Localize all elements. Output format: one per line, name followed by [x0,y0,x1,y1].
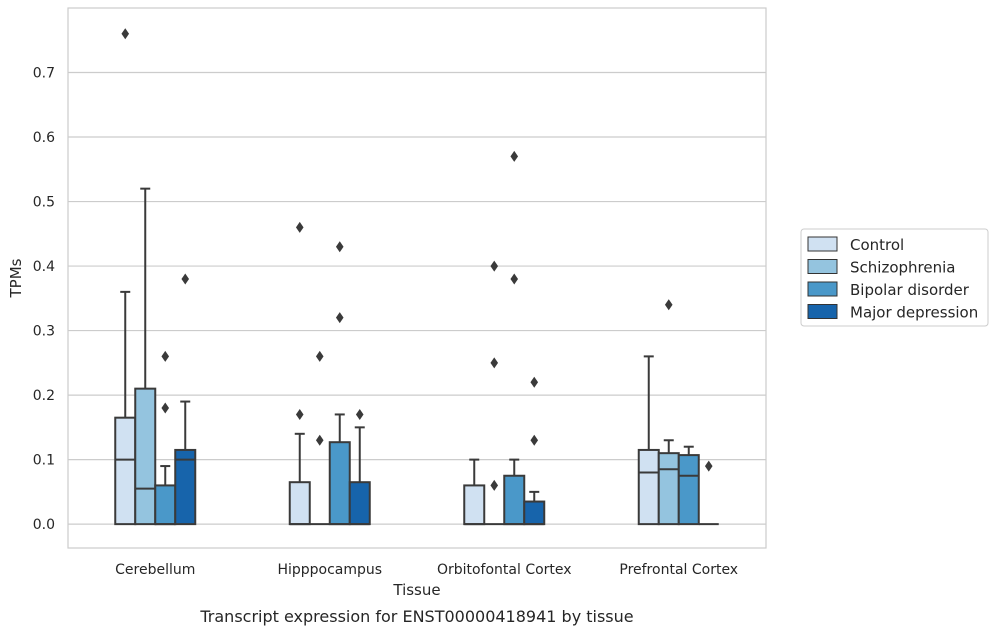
outlier-point [704,460,713,472]
outlier-point [315,350,324,362]
box-body [328,441,351,526]
legend: Control Schizophrenia Bipolar disorder Majo… [800,228,989,327]
y-tick-label: 0.7 [33,66,55,82]
plot-frame [67,7,767,549]
outlier-point [335,241,344,253]
outlier-point [295,221,304,233]
outlier-point [490,260,499,272]
box-group [503,458,526,526]
x-axis-ticks: Cerebellum Hipppocampus Orbitofontal Corte… [115,562,738,578]
box-group [463,458,486,526]
outlier-point [530,434,539,446]
y-axis-label: TPMs [7,258,25,298]
box-body [134,387,157,526]
x-tick-label: Cerebellum [115,562,195,578]
legend-label: Schizophrenia [850,259,955,277]
legend-swatch [807,304,838,319]
legend-swatch [807,281,838,297]
box-group [174,400,197,526]
box-group [637,355,660,526]
legend-label: Major depression [850,304,978,322]
outlier-point [530,376,539,388]
box-body [637,448,660,526]
outlier-point [181,273,190,285]
x-tick-label: Prefrontal Cortex [619,562,738,578]
box-body [463,484,486,526]
box-body [677,454,700,526]
outlier-point [664,299,673,311]
outlier-point [161,402,170,414]
box-groups [114,187,719,526]
y-tick-label: 0.5 [33,195,55,211]
outlier-point [510,150,519,162]
outlier-point [295,408,304,420]
box-body [288,481,311,526]
box-group [154,465,177,526]
legend-label: Control [850,236,904,254]
box-body [348,481,371,526]
y-tick-label: 0.6 [33,130,55,146]
box-group [523,490,546,526]
box-group [657,439,680,526]
x-axis-label: Tissue [392,581,440,599]
box-group [288,432,311,526]
outlier-points [121,28,713,491]
outlier-point [510,273,519,285]
y-axis-ticks: 0.0 0.1 0.2 0.3 0.4 0.5 0.6 0.7 [33,66,55,534]
box-body [114,416,137,526]
box-body [154,484,177,526]
outlier-point [315,434,324,446]
legend-swatch [807,259,838,274]
outlier-point [161,350,170,362]
box-body [523,500,546,526]
box-body [174,448,197,526]
outlier-point [490,479,499,491]
box-group [134,187,157,526]
outlier-point [490,357,499,369]
box-body [503,474,526,526]
box-group [677,445,700,526]
legend-swatch [807,236,838,252]
outlier-point [355,408,364,420]
x-tick-label: Hipppocampus [277,562,382,578]
y-tick-label: 0.2 [33,388,55,404]
y-tick-label: 0.3 [33,324,55,340]
outlier-point [335,312,344,324]
x-tick-label: Orbitofontal Cortex [437,562,572,578]
box-group [114,290,137,526]
outlier-point [121,28,130,40]
y-tick-label: 0.4 [33,259,55,275]
legend-label: Bipolar disorder [850,281,970,299]
chart-caption: Transcript expression for ENST0000041894… [199,607,633,626]
legend-frame [800,228,989,327]
box-body [657,452,680,526]
box-group [348,426,371,526]
y-tick-label: 0.1 [33,453,55,469]
y-tick-label: 0.0 [33,517,55,533]
